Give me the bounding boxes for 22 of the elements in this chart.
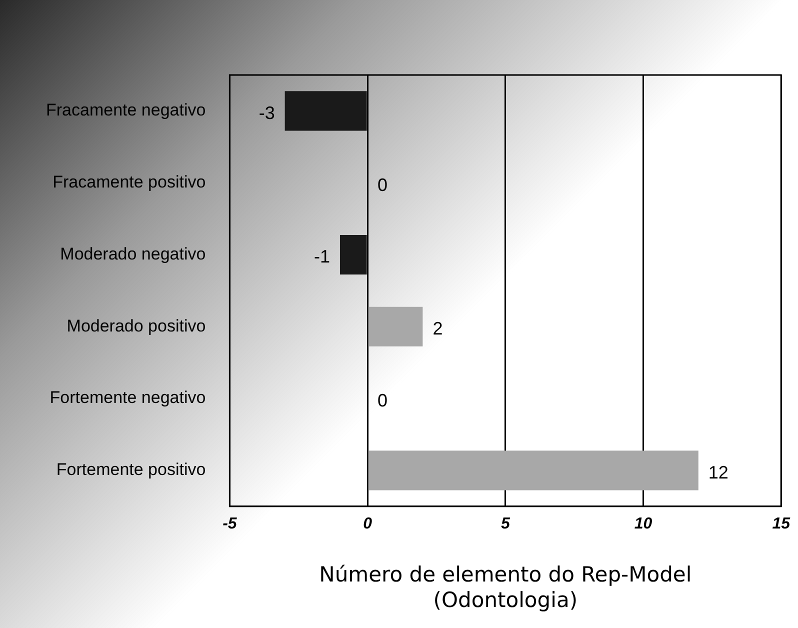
bar — [284, 91, 367, 131]
y-tick-label: Fortemente positivo — [56, 460, 206, 480]
y-tick-label: Moderado positivo — [66, 316, 206, 336]
x-axis-title: Número de elemento do Rep-Model (Odontologia) — [319, 562, 692, 612]
bar — [340, 234, 367, 275]
x-tick-label: 15 — [772, 515, 792, 532]
data-label: -1 — [314, 246, 330, 267]
y-tick-label: Fracamente negativo — [46, 100, 206, 120]
x-tick-label: 10 — [634, 515, 652, 532]
data-label: 0 — [378, 390, 388, 411]
bar — [368, 306, 423, 346]
bar — [368, 450, 698, 490]
x-tick-label: -5 — [222, 515, 238, 532]
data-label: 0 — [378, 174, 388, 195]
x-tick-label: 0 — [363, 515, 372, 532]
x-tick-label: 5 — [500, 515, 511, 532]
y-tick-label: Fracamente positivo — [52, 172, 206, 192]
data-label: -3 — [258, 102, 275, 123]
data-label: 2 — [432, 318, 443, 339]
y-tick-label: Fortemente negativo — [50, 388, 206, 408]
y-tick-label: Moderado negativo — [60, 244, 206, 264]
data-label: 12 — [708, 462, 728, 482]
